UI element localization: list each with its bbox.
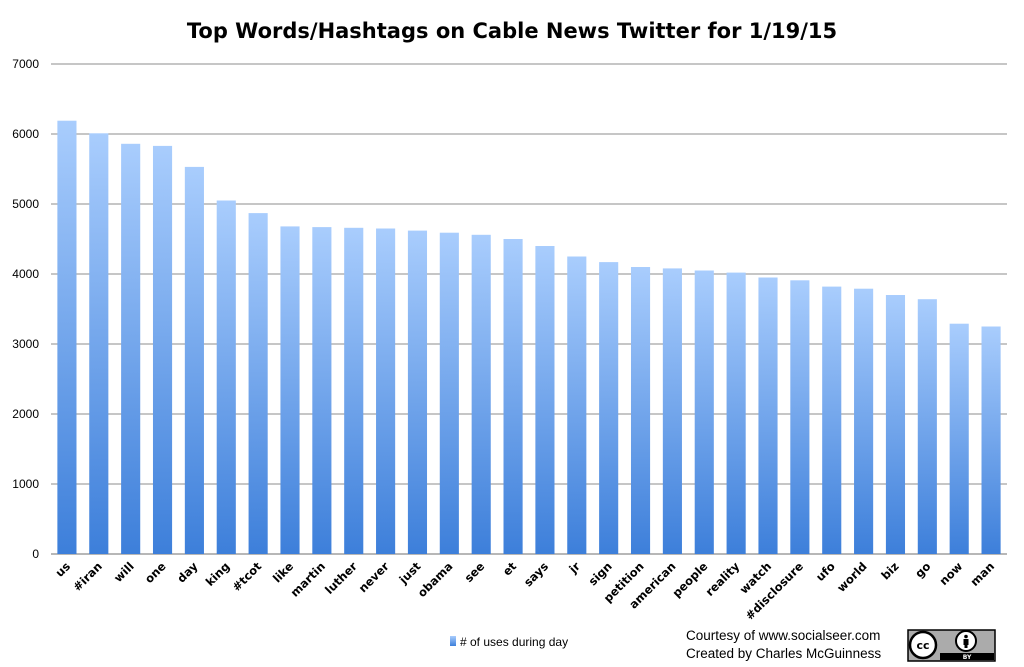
x-tick-label: just xyxy=(396,559,424,587)
y-tick-label: 5000 xyxy=(12,197,39,211)
bar-see xyxy=(471,234,491,555)
x-tick-label: day xyxy=(174,559,201,586)
x-tick-label: people xyxy=(669,559,710,600)
bar-go xyxy=(917,299,937,554)
creative-commons-by-icon: BY cc xyxy=(907,629,996,662)
x-tick-label: see xyxy=(462,559,488,585)
x-tick-label: never xyxy=(356,559,392,595)
bar-luther xyxy=(344,227,364,555)
gridlines xyxy=(51,63,1007,555)
x-tick-label: reality xyxy=(703,559,743,599)
bar-hashtag-tcot xyxy=(248,213,268,554)
bar-like xyxy=(280,226,300,554)
credit-line-1: Courtesy of www.socialseer.com xyxy=(686,628,880,643)
bar-people xyxy=(694,270,714,554)
bar-man xyxy=(981,326,1001,554)
bar-us xyxy=(57,120,77,554)
x-tick-label: #tcot xyxy=(229,559,264,594)
x-tick-label: like xyxy=(270,559,296,585)
bar-watch xyxy=(758,277,778,554)
x-tick-label: et xyxy=(500,559,520,579)
bar-petition xyxy=(630,267,651,554)
y-axis-ticks: 0 1000 2000 3000 4000 5000 6000 7000 xyxy=(12,57,39,561)
bar-will xyxy=(121,143,141,555)
bar-hashtag-iran xyxy=(89,133,109,555)
x-tick-label: obama xyxy=(415,559,456,600)
x-tick-label: biz xyxy=(878,559,901,582)
bar-says xyxy=(535,246,555,554)
y-tick-label: 3000 xyxy=(12,337,39,351)
x-tick-label: luther xyxy=(322,559,360,597)
chart-title: Top Words/Hashtags on Cable News Twitter… xyxy=(187,19,837,43)
license-letters: cc xyxy=(916,639,929,652)
x-tick-label: jr xyxy=(566,559,584,577)
bar-king xyxy=(216,200,236,554)
bar-reality xyxy=(726,272,746,554)
bar-biz xyxy=(885,295,906,554)
x-tick-label: now xyxy=(937,559,966,588)
bar-et xyxy=(503,239,523,554)
x-tick-label: world xyxy=(834,559,870,595)
bars xyxy=(57,120,1001,555)
bar-day xyxy=(184,166,204,554)
y-tick-label: 1000 xyxy=(12,477,39,491)
x-tick-label: says xyxy=(521,559,551,589)
y-tick-label: 4000 xyxy=(12,267,39,281)
legend-swatch xyxy=(450,636,456,646)
x-tick-label: man xyxy=(968,559,998,589)
y-tick-label: 0 xyxy=(32,547,39,561)
x-tick-label: go xyxy=(912,559,933,580)
bar-world xyxy=(854,288,874,554)
bar-hashtag-disclosure xyxy=(790,280,810,554)
bar-one xyxy=(152,145,173,554)
x-tick-label: king xyxy=(203,559,233,589)
x-tick-label: us xyxy=(53,559,74,580)
bar-never xyxy=(376,228,396,554)
bar-now xyxy=(949,323,969,554)
y-tick-label: 6000 xyxy=(12,127,39,141)
bar-obama xyxy=(439,232,459,554)
bar-martin xyxy=(312,227,332,554)
x-axis-ticks: us#iran will one day king#tcot likemartinluth… xyxy=(53,559,998,623)
bar-american xyxy=(662,268,682,554)
bar-ufo xyxy=(822,286,842,554)
x-tick-label: martin xyxy=(288,559,328,599)
x-tick-label: ufo xyxy=(813,559,838,584)
license-caption: BY xyxy=(963,654,972,661)
x-tick-label: will xyxy=(111,559,137,585)
legend-label: # of uses during day xyxy=(460,635,568,649)
x-tick-label: one xyxy=(142,559,169,586)
x-tick-label: #iran xyxy=(70,559,105,594)
credits: Courtesy of www.socialseer.com Created b… xyxy=(686,628,881,661)
credit-line-2: Created by Charles McGuinness xyxy=(686,646,881,661)
y-tick-label: 2000 xyxy=(12,407,39,421)
bar-jr xyxy=(567,256,587,554)
bar-just xyxy=(407,230,428,554)
x-tick-label: sign xyxy=(586,559,615,588)
legend: # of uses during day xyxy=(450,635,568,649)
bar-sign xyxy=(599,262,619,554)
y-tick-label: 7000 xyxy=(12,57,39,71)
